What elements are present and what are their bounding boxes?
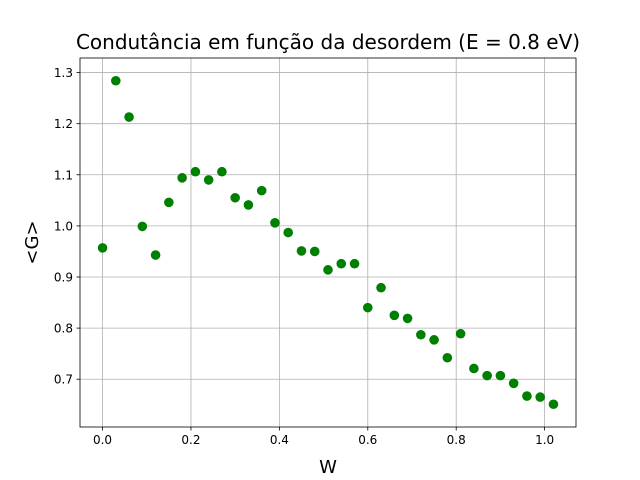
data-point [389, 310, 400, 321]
data-point [111, 75, 121, 86]
y-tick-label: 0.8 [54, 322, 73, 336]
data-point [429, 335, 439, 345]
y-tick-label: 1.3 [54, 66, 73, 80]
data-point [203, 175, 214, 185]
x-tick-label: 0.0 [93, 433, 112, 447]
data-point [137, 221, 148, 232]
axis-ticks: 0.0 0.2 0.4 0.6 0.8 1.0 0.7 0.8 0.9 1.0 1.1 1.2 1.3 [54, 66, 554, 447]
data-point [442, 352, 453, 363]
data-point [270, 218, 280, 228]
data-point [296, 246, 307, 256]
data-point [164, 197, 174, 208]
data-point [495, 370, 506, 381]
data-point [336, 258, 347, 269]
y-tick-label: 1.0 [54, 219, 73, 233]
data-point [323, 265, 333, 275]
y-axis-label: <G> [22, 220, 43, 264]
data-point [177, 173, 187, 183]
x-axis-label: W [319, 457, 337, 478]
data-point [309, 246, 320, 257]
plot-frame [79, 57, 577, 428]
data-point [243, 200, 254, 210]
y-tick-label: 0.9 [54, 270, 73, 284]
data-point [150, 250, 161, 260]
data-point [508, 378, 519, 389]
y-tick-label: 1.2 [54, 117, 73, 131]
data-point [535, 392, 545, 402]
data-point [376, 282, 386, 293]
x-tick-label: 0.6 [358, 433, 377, 447]
data-point [217, 166, 227, 177]
data-point [416, 329, 426, 340]
data-point [522, 391, 532, 401]
data-point [469, 363, 479, 374]
data-points [97, 75, 559, 410]
data-point [283, 227, 294, 238]
data-point [256, 185, 267, 196]
data-point [124, 112, 134, 122]
y-tick-label: 0.7 [54, 373, 73, 387]
data-point [349, 258, 360, 269]
y-tick-label: 1.1 [54, 168, 73, 182]
grid-lines [80, 58, 576, 427]
data-point [190, 166, 201, 177]
chart-title: Condutância em função da desordem (E = 0… [76, 30, 580, 54]
data-point [97, 243, 108, 253]
x-tick-label: 0.8 [447, 433, 466, 447]
data-point [482, 370, 492, 381]
data-point [548, 399, 559, 410]
x-tick-label: 1.0 [535, 433, 554, 447]
data-point [230, 192, 240, 203]
x-tick-label: 0.4 [270, 433, 289, 447]
data-point [455, 328, 466, 339]
data-point [402, 313, 413, 324]
x-tick-label: 0.2 [181, 433, 200, 447]
data-point [362, 302, 373, 313]
